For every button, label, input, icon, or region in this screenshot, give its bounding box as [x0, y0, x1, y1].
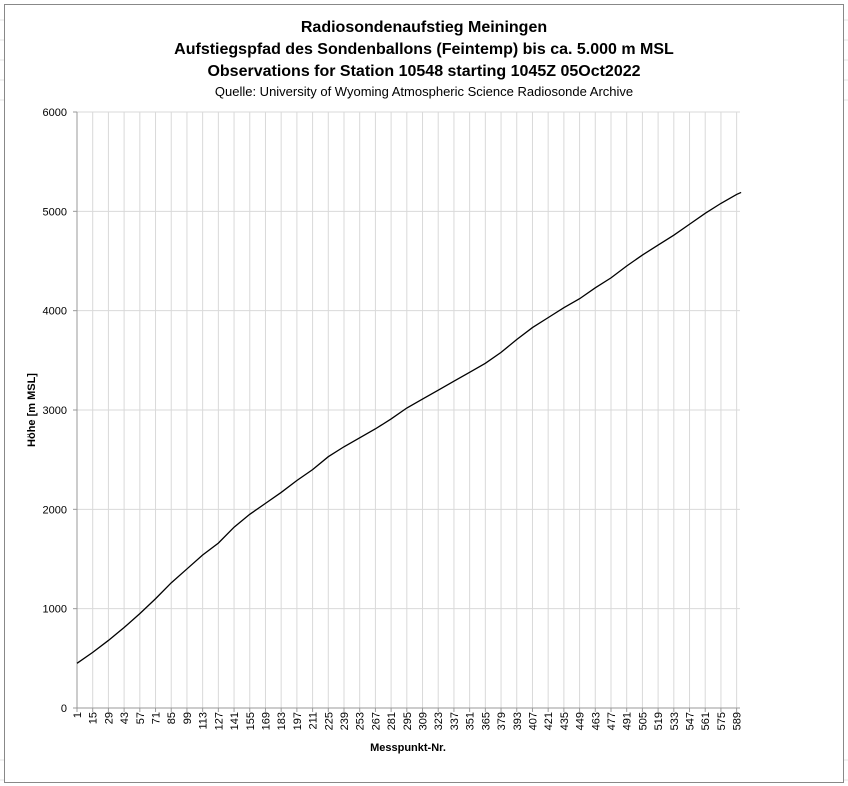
- x-tick-label: 589: [732, 712, 744, 730]
- y-tick-label: 0: [61, 703, 67, 715]
- y-tick-label: 5000: [43, 206, 67, 218]
- y-tick-label: 6000: [43, 107, 67, 119]
- x-tick-label: 155: [245, 712, 257, 730]
- x-tick-label: 309: [418, 712, 430, 730]
- x-tick-label: 365: [480, 712, 492, 730]
- x-tick-label: 337: [449, 712, 461, 730]
- chart-subtitle: Observations for Station 10548 starting …: [207, 63, 640, 80]
- x-tick-label: 15: [88, 712, 100, 724]
- x-tick-label: 421: [543, 712, 555, 730]
- chart-title: Radiosondenaufstieg Meiningen: [301, 19, 547, 36]
- y-tick-label: 3000: [43, 405, 67, 417]
- x-tick-label: 435: [559, 712, 571, 730]
- x-axis-label: Messpunkt-Nr.: [370, 742, 446, 754]
- x-tick-label: 113: [198, 712, 210, 730]
- x-tick-label: 533: [669, 712, 681, 730]
- x-tick-label: 239: [339, 712, 351, 730]
- x-tick-label: 71: [151, 712, 163, 724]
- x-tick-label: 99: [182, 712, 194, 724]
- x-tick-label: 169: [260, 712, 272, 730]
- x-tick-label: 183: [276, 712, 288, 730]
- x-tick-label: 561: [700, 712, 712, 730]
- y-tick-label: 1000: [43, 604, 67, 616]
- x-tick-label: 491: [622, 712, 634, 730]
- y-tick-label: 4000: [43, 306, 67, 318]
- chart-subtitle: Aufstiegspfad des Sondenballons (Feintem…: [174, 41, 674, 58]
- x-tick-label: 281: [386, 712, 398, 730]
- x-tick-label: 211: [308, 712, 320, 730]
- x-tick-label: 575: [716, 712, 728, 730]
- x-tick-label: 197: [292, 712, 304, 730]
- data-line: [76, 191, 742, 664]
- x-tick-label: 85: [166, 712, 178, 724]
- x-tick-label: 407: [527, 712, 539, 730]
- x-tick-label: 141: [229, 712, 241, 730]
- source-note: Quelle: University of Wyoming Atmospheri…: [215, 84, 633, 99]
- x-tick-label: 379: [496, 712, 508, 730]
- x-tick-label: 57: [135, 712, 147, 724]
- x-tick-label: 127: [213, 712, 225, 730]
- x-tick-label: 43: [119, 712, 131, 724]
- x-tick-label: 463: [590, 712, 602, 730]
- x-tick-label: 295: [402, 712, 414, 730]
- x-tick-label: 519: [653, 712, 665, 730]
- x-tick-label: 225: [323, 712, 335, 730]
- x-tick-label: 449: [575, 712, 587, 730]
- x-tick-label: 323: [433, 712, 445, 730]
- x-tick-label: 267: [370, 712, 382, 730]
- x-tick-label: 393: [512, 712, 524, 730]
- x-tick-label: 29: [103, 712, 115, 724]
- x-tick-label: 547: [685, 712, 697, 730]
- y-tick-label: 2000: [43, 504, 67, 516]
- x-tick-label: 505: [637, 712, 649, 730]
- x-tick-label: 253: [355, 712, 367, 730]
- chart-frame: [4, 4, 844, 783]
- y-axis-label: Höhe [m MSL]: [26, 373, 38, 447]
- x-tick-label: 351: [465, 712, 477, 730]
- x-tick-label: 477: [606, 712, 618, 730]
- x-tick-label: 1: [72, 712, 84, 718]
